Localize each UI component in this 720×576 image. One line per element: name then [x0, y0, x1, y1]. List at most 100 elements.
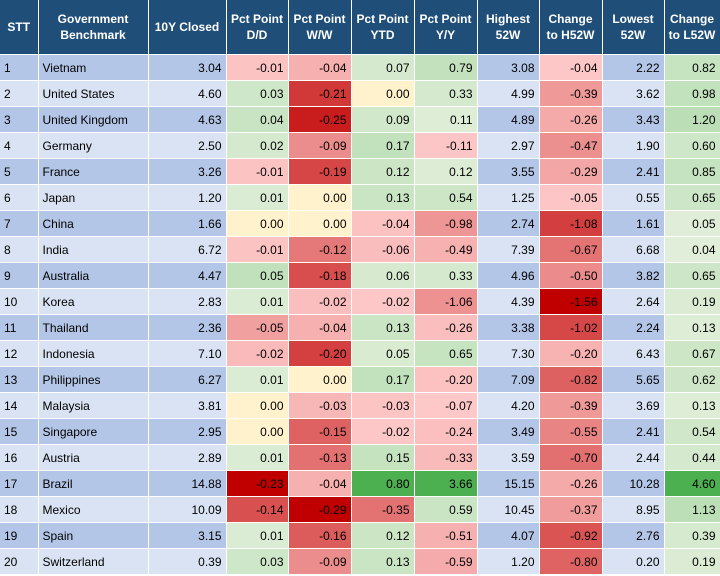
table-row: 20 Switzerland 0.39 0.03 -0.09 0.13 -0.59 1.20-…	[0, 548, 720, 575]
cell-dd: -0.02	[226, 340, 289, 367]
cell-ytd: 0.07	[351, 54, 415, 81]
cell-dd: 0.01	[226, 288, 289, 315]
cell-closed: 1.66	[148, 210, 227, 237]
table-row: 16 Austria 2.89 0.01 -0.13 0.15 -0.33 3.59 -0.70…	[0, 444, 720, 471]
cell-high: 7.09	[477, 366, 540, 393]
cell-stt: 16	[0, 444, 39, 471]
cell-benchmark: Philippines	[38, 366, 149, 393]
cell-chh: -0.82	[539, 366, 603, 393]
cell-benchmark: India	[38, 236, 149, 263]
cell-ytd: 0.00	[351, 80, 415, 107]
cell-chl: 0.13	[664, 314, 720, 341]
cell-high: 10.45	[477, 496, 540, 523]
cell-ww: -0.29	[288, 496, 352, 523]
table-row: 19 Spain 3.15 0.01 -0.16 0.12 -0.51 4.07 -0.92 2.…	[0, 522, 720, 549]
cell-ww: -0.16	[288, 522, 352, 549]
cell-yy: 0.11	[414, 106, 478, 133]
cell-stt: 5	[0, 158, 39, 185]
cell-high: 15.15	[477, 470, 540, 497]
cell-ytd: -0.06	[351, 236, 415, 263]
cell-yy: 0.54	[414, 184, 478, 211]
cell-closed: 2.83	[148, 288, 227, 315]
cell-high: 4.89	[477, 106, 540, 133]
cell-low: 0.20	[602, 548, 665, 575]
cell-dd: 0.05	[226, 262, 289, 289]
cell-ytd: 0.15	[351, 444, 415, 471]
cell-low: 1.90	[602, 132, 665, 159]
table-row: 18 Mexico 10.09 -0.14 -0.29 -0.35 0.59 10.45 -0.…	[0, 496, 720, 523]
cell-high: 2.74	[477, 210, 540, 237]
cell-ww: 0.00	[288, 184, 352, 211]
cell-benchmark: Spain	[38, 522, 149, 549]
table-body: 1 Vietnam 3.04 -0.01 -0.04 0.07 0.79 3.08 -0.04 2…	[0, 54, 720, 575]
cell-yy: -1.06	[414, 288, 478, 315]
table-row: 4 Germany 2.50 0.02 -0.09 0.17 -0.11 2.97 -0.47 1…	[0, 132, 720, 159]
cell-high: 2.97	[477, 132, 540, 159]
cell-high: 4.20	[477, 392, 540, 419]
cell-stt: 20	[0, 548, 39, 575]
cell-chh: -1.02	[539, 314, 603, 341]
cell-low: 1.61	[602, 210, 665, 237]
cell-yy: -0.49	[414, 236, 478, 263]
column-header-chl: Change to L52W	[664, 0, 720, 55]
cell-chl: 0.39	[664, 522, 720, 549]
column-header-stt: STT	[0, 0, 39, 55]
table-row: 5 France 3.26 -0.01 -0.19 0.12 0.12 3.55 -0.29 2.…	[0, 158, 720, 185]
cell-ytd: 0.12	[351, 522, 415, 549]
cell-low: 2.44	[602, 444, 665, 471]
cell-ytd: 0.13	[351, 548, 415, 575]
cell-chl: 0.65	[664, 262, 720, 289]
table-row: 14 Malaysia 3.81 0.00 -0.03 -0.03 -0.07 4.20 -0.…	[0, 392, 720, 419]
cell-low: 10.28	[602, 470, 665, 497]
cell-benchmark: Austria	[38, 444, 149, 471]
cell-chl: 4.60	[664, 470, 720, 497]
cell-low: 2.64	[602, 288, 665, 315]
cell-closed: 2.95	[148, 418, 227, 445]
cell-high: 7.30	[477, 340, 540, 367]
cell-benchmark: Germany	[38, 132, 149, 159]
cell-chl: 0.13	[664, 392, 720, 419]
cell-low: 6.68	[602, 236, 665, 263]
cell-closed: 3.81	[148, 392, 227, 419]
cell-dd: 0.01	[226, 366, 289, 393]
cell-ww: -0.04	[288, 54, 352, 81]
cell-dd: 0.01	[226, 522, 289, 549]
cell-benchmark: Singapore	[38, 418, 149, 445]
cell-chh: -0.26	[539, 470, 603, 497]
cell-yy: -0.20	[414, 366, 478, 393]
cell-ytd: 0.05	[351, 340, 415, 367]
cell-yy: 0.33	[414, 262, 478, 289]
cell-stt: 1	[0, 54, 39, 81]
cell-chh: -0.29	[539, 158, 603, 185]
table-row: 15 Singapore 2.95 0.00 -0.15 -0.02 -0.24 3.49 -0…	[0, 418, 720, 445]
cell-benchmark: Brazil	[38, 470, 149, 497]
cell-chl: 0.04	[664, 236, 720, 263]
cell-chh: -0.50	[539, 262, 603, 289]
cell-closed: 6.72	[148, 236, 227, 263]
table-row: 10 Korea 2.83 0.01 -0.02 -0.02 -1.06 4.39 -1.56 2…	[0, 288, 720, 315]
cell-chh: -0.47	[539, 132, 603, 159]
cell-closed: 4.60	[148, 80, 227, 107]
cell-chh: -0.37	[539, 496, 603, 523]
cell-chl: 0.05	[664, 210, 720, 237]
cell-low: 2.76	[602, 522, 665, 549]
cell-closed: 10.09	[148, 496, 227, 523]
cell-benchmark: France	[38, 158, 149, 185]
cell-ytd: 0.12	[351, 158, 415, 185]
cell-stt: 3	[0, 106, 39, 133]
cell-stt: 19	[0, 522, 39, 549]
cell-ww: 0.00	[288, 210, 352, 237]
cell-yy: -0.33	[414, 444, 478, 471]
cell-chl: 1.13	[664, 496, 720, 523]
cell-stt: 18	[0, 496, 39, 523]
cell-benchmark: Mexico	[38, 496, 149, 523]
column-header-yy: Pct Point Y/Y	[414, 0, 478, 55]
cell-chh: -0.20	[539, 340, 603, 367]
cell-dd: -0.01	[226, 158, 289, 185]
cell-ytd: 0.09	[351, 106, 415, 133]
cell-ww: -0.13	[288, 444, 352, 471]
column-header-chh: Change to H52W	[539, 0, 603, 55]
cell-ytd: -0.03	[351, 392, 415, 419]
cell-benchmark: Korea	[38, 288, 149, 315]
cell-high: 3.59	[477, 444, 540, 471]
